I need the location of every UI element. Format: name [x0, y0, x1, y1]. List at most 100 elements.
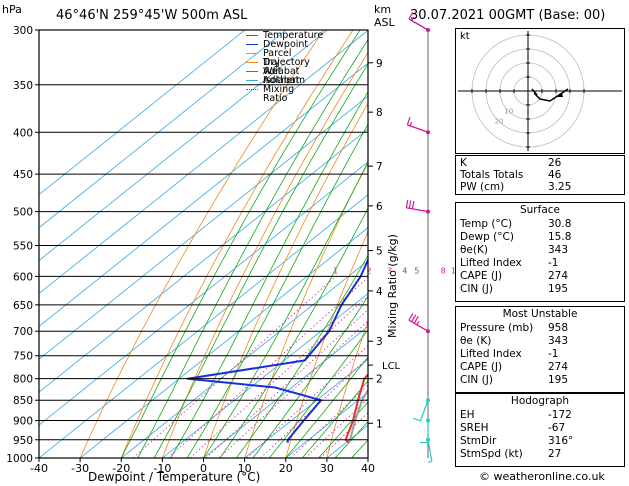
isotherm-line	[39, 30, 368, 295]
x-tick-label: 30	[320, 462, 334, 475]
mixing-ratio-label: 3	[387, 266, 392, 275]
legend-isotherm: Isotherm	[263, 75, 306, 86]
pressure-label: 750	[13, 351, 33, 363]
surface-value: 343	[548, 244, 569, 256]
isotherm-line	[244, 358, 368, 458]
y-axis-label: Mixing Ratio (g/kg)	[386, 234, 399, 338]
mu-key: Lifted Index	[460, 348, 522, 360]
legend-temperature: Temperature	[263, 30, 324, 41]
x-axis-label: Dewpoint / Temperature (°C)	[88, 470, 261, 484]
hodograph-ring-label: 20	[495, 117, 504, 125]
hodo-key: StmDir	[460, 435, 497, 447]
hodo-value: -172	[548, 409, 572, 421]
hodograph-trace-segment	[531, 88, 538, 96]
mixing-ratio-label: 4	[402, 266, 407, 275]
surface-key: Dewp (°C)	[460, 231, 514, 243]
mu-value: -1	[548, 348, 559, 360]
index-value: 46	[548, 169, 562, 181]
surface-value: 274	[548, 270, 569, 282]
index-key: Totals Totals	[460, 169, 524, 181]
hodo-value: -67	[548, 422, 566, 434]
isotherm-line	[39, 30, 328, 262]
surface-value: 30.8	[548, 218, 572, 230]
mixing-ratio-label: 5	[414, 266, 419, 275]
location-title: 46°46'N 259°45'W 500m ASL	[56, 8, 248, 23]
mu-value: 958	[548, 322, 569, 334]
hodograph-table-panel: Hodograph EH -172 SREH -67 StmDir 316° StmS…	[455, 393, 625, 467]
legend-swatch	[246, 80, 258, 81]
wind-barb-feather	[406, 117, 411, 125]
wind-barb-dot	[426, 398, 430, 403]
index-key: PW (cm)	[460, 181, 505, 193]
wind-barb	[408, 312, 430, 334]
legend-swatch	[246, 71, 258, 72]
index-value: 3.25	[548, 181, 572, 193]
wet-adiabat-line	[285, 356, 368, 458]
surface-title: Surface	[519, 204, 560, 216]
hodograph-ring-label: 10	[504, 108, 513, 116]
mixing-ratio-line	[132, 276, 336, 458]
hodo-key: StmSpd (kt)	[460, 448, 523, 460]
height-km-label: 3	[376, 336, 383, 348]
hodo-key: SREH	[460, 422, 489, 434]
surface-key: CAPE (J)	[460, 270, 503, 282]
mu-key: CAPE (J)	[460, 361, 503, 373]
wind-barb-shaft	[419, 400, 429, 422]
wind-barb-shaft	[408, 18, 429, 31]
height-km-label: 2	[376, 374, 383, 386]
wind-barb-feather	[408, 312, 414, 321]
x-tick-label: -30	[71, 462, 89, 475]
pressure-label: 950	[13, 435, 33, 447]
mixing-ratio-line	[260, 357, 368, 458]
surface-key: Temp (°C)	[460, 218, 513, 230]
wind-barb	[426, 437, 433, 463]
mu-key: CIN (J)	[460, 374, 493, 386]
legend-dry-adiabat: Dry Adiabat	[263, 57, 300, 77]
km-unit-label: km	[374, 3, 392, 16]
pressure-label: 500	[13, 207, 33, 219]
hodo-value: 27	[548, 448, 562, 460]
legend-swatch	[246, 35, 258, 36]
mu-value: 343	[548, 335, 569, 347]
pressure-label: 850	[13, 395, 33, 407]
hodograph-panel: kt 10 20	[455, 28, 625, 154]
wind-barb-shaft	[408, 319, 429, 332]
index-key: K	[460, 157, 467, 169]
series-line-parcel-trajectory	[348, 388, 368, 443]
surface-value: -1	[548, 257, 559, 269]
hodograph-arrow	[557, 93, 563, 97]
wind-barb-shaft	[406, 207, 429, 213]
lcl-label: LCL	[382, 361, 401, 372]
index-value: 26	[548, 157, 562, 169]
pressure-label: 550	[13, 240, 33, 252]
pressure-label: 800	[13, 374, 33, 386]
hodo-value: 316°	[548, 435, 574, 447]
legend-swatch	[246, 62, 258, 63]
wind-barb-dot	[426, 209, 430, 214]
height-km-label: 6	[376, 201, 383, 213]
height-km-label: 8	[376, 107, 383, 119]
pressure-label: 600	[13, 271, 33, 283]
legend: Temperature Dewpoint Parcel Trajectory D…	[246, 30, 366, 103]
wind-barb-dot	[426, 437, 430, 442]
wind-barb-feather	[408, 200, 412, 209]
surface-value: 195	[548, 283, 569, 295]
dry-adiabat-line	[326, 319, 368, 458]
pressure-label: 1000	[6, 453, 33, 465]
legend-dewpoint: Dewpoint	[263, 39, 309, 50]
wind-barb-half	[409, 121, 413, 127]
series-line-temperature	[344, 373, 368, 444]
wind-barb-half	[427, 460, 432, 463]
height-km-label: 5	[376, 246, 383, 258]
pressure-label: 350	[13, 80, 33, 92]
surface-panel: Surface Temp (°C) 30.8 Dewp (°C) 15.8 θe(K…	[455, 202, 625, 302]
mixing-ratio-label: 2	[366, 266, 371, 275]
mu-key: Pressure (mb)	[460, 322, 534, 334]
height-km-label: 1	[376, 418, 383, 430]
x-tick-label: 10	[238, 462, 252, 475]
height-km-label: 9	[376, 58, 383, 70]
hodo-key: EH	[460, 409, 475, 421]
surface-key: CIN (J)	[460, 283, 493, 295]
